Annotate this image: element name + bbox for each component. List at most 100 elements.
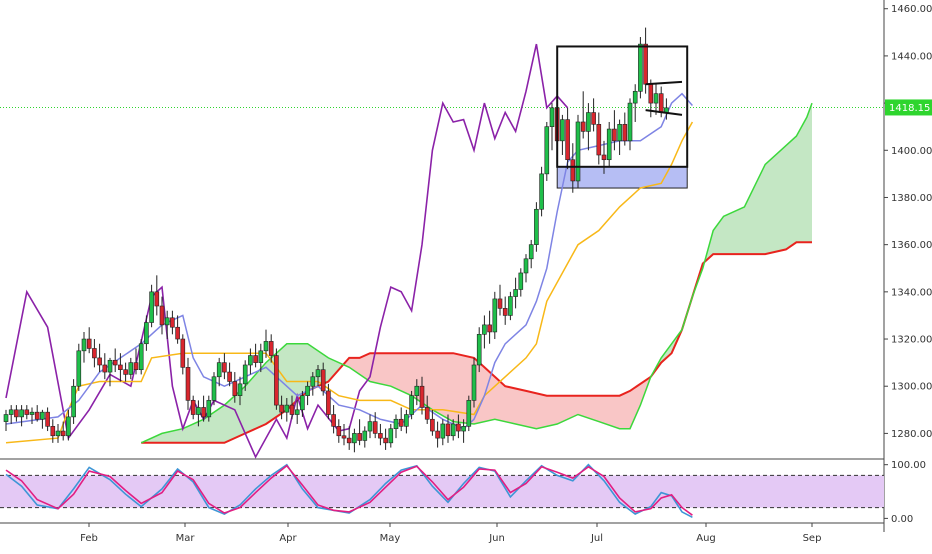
candle-bullish [211, 376, 217, 401]
cloud-bullish-region [141, 343, 344, 443]
candle-bearish [383, 437, 388, 444]
candle-bullish [617, 124, 622, 142]
last-price-badge [885, 99, 932, 116]
price-pane [0, 27, 884, 459]
candle-bearish [92, 348, 97, 359]
candle-bullish [128, 362, 134, 375]
time-tick-label: May [380, 533, 401, 544]
candle-bearish [253, 355, 258, 363]
candle-bearish [34, 411, 40, 420]
candle-bullish [653, 93, 659, 104]
candle-bearish [185, 367, 191, 401]
candle-bearish [60, 430, 66, 437]
candle-bullish [404, 414, 409, 427]
candle-bearish [357, 433, 362, 441]
price-tick-label: 1400.00 [891, 146, 932, 157]
candle-bearish [331, 414, 336, 427]
candle-bearish [112, 359, 118, 366]
time-tick-label: Sep [803, 533, 822, 544]
price-tick-label: 1460.00 [891, 4, 932, 15]
candle-bearish [487, 324, 492, 333]
candle-bullish [242, 364, 248, 385]
price-tick-label: 1440.00 [891, 51, 932, 62]
candle-bullish [237, 383, 243, 396]
candle-bearish [222, 362, 227, 373]
candle-bearish [190, 400, 196, 415]
candle-bullish [450, 423, 456, 437]
candle-bullish [492, 298, 498, 333]
candle-bullish [560, 119, 565, 142]
candle-bullish [258, 350, 264, 363]
candle-bearish [274, 355, 279, 406]
candle-bullish [534, 208, 539, 245]
candle-bullish [107, 359, 113, 373]
stoch-k-line [5, 463, 693, 519]
candle-bearish [445, 423, 451, 437]
candle-bullish [71, 385, 76, 418]
candle-bullish [216, 362, 222, 378]
candle-bullish [549, 107, 555, 127]
candle-bullish [294, 409, 300, 415]
candle-bearish [430, 418, 435, 432]
price-tick-label: 1360.00 [891, 240, 932, 251]
candle-bearish [227, 371, 232, 382]
candle-bearish [612, 128, 617, 142]
candle-bullish [388, 428, 394, 444]
candle-bearish [201, 407, 206, 418]
candle-bearish [570, 159, 576, 182]
candle-bullish [471, 364, 477, 401]
candle-bullish [138, 343, 144, 371]
candle-bearish [14, 409, 19, 418]
candle-bullish [40, 411, 45, 420]
oscillator-band [0, 475, 884, 508]
price-tick-label: 1320.00 [891, 335, 932, 346]
candle-bearish [591, 112, 596, 125]
time-tick-label: Feb [80, 533, 98, 544]
candle-bearish [424, 407, 430, 420]
candle-bearish [45, 411, 50, 427]
senkou-span-a-line [140, 102, 813, 444]
candle-bullish [196, 407, 201, 415]
candle-bullish [76, 350, 82, 387]
candle-bearish [232, 381, 238, 396]
candle-bullish [66, 416, 71, 437]
candle-bearish [86, 338, 92, 349]
candle-bullish [508, 296, 513, 316]
candle-bearish [378, 433, 383, 439]
candle-bullish [55, 430, 61, 437]
axes: 1460.001440.001420.001400.001380.001360.… [80, 4, 932, 544]
price-tick-label: 1300.00 [891, 382, 932, 393]
candle-bullish [544, 126, 550, 175]
candle-bullish [414, 385, 420, 396]
price-tick-label: 1280.00 [891, 429, 932, 440]
range-box-annotation[interactable] [556, 45, 689, 168]
candle-bearish [279, 404, 284, 413]
candle-bearish [596, 124, 602, 156]
candle-bearish [154, 291, 160, 307]
candle-bearish [502, 308, 508, 316]
last-price-label: 1418.15 [889, 103, 930, 114]
trend-line-annotation[interactable] [645, 80, 683, 86]
candle-bullish [300, 395, 305, 411]
candle-bullish [367, 421, 373, 432]
candle-bearish [102, 364, 108, 373]
cloud-bearish-region [344, 353, 651, 429]
candle-bullish [3, 414, 9, 422]
candle-bearish [497, 298, 503, 309]
candle-bullish [144, 322, 149, 345]
candle-bearish [159, 305, 165, 326]
candle-bullish [305, 385, 310, 396]
candle-bullish [638, 43, 643, 92]
candle-bullish [393, 418, 399, 429]
candle-bearish [118, 364, 123, 371]
candle-bullish [315, 369, 321, 378]
candle-bearish [175, 326, 180, 340]
candle-bullish [476, 334, 482, 366]
trend-line-annotation[interactable] [645, 109, 683, 116]
price-tick-label: 1340.00 [891, 287, 932, 298]
candle-bearish [435, 430, 440, 439]
candle-bullish [29, 411, 35, 415]
candle-bearish [346, 437, 352, 444]
